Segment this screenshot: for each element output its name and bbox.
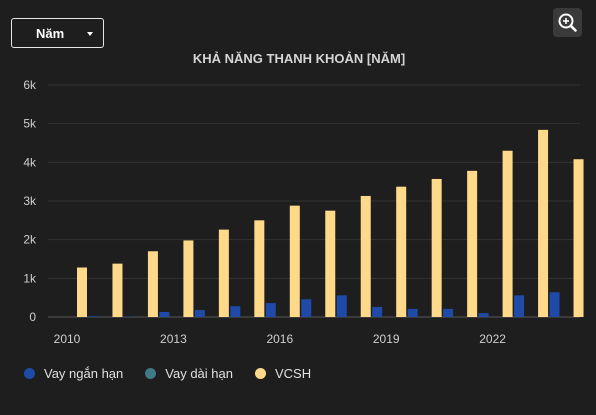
bar-vay-ngắn-hạn-2014[interactable] xyxy=(194,310,205,317)
bar-vay-ngắn-hạn-2018[interactable] xyxy=(336,295,347,317)
bar-vay-ngắn-hạn-2016[interactable] xyxy=(265,303,276,317)
bar-vcsh-2016[interactable] xyxy=(289,205,300,317)
y-tick-label: 1k xyxy=(23,271,37,285)
legend-item-vcsh[interactable]: VCSH xyxy=(254,366,312,381)
legend-label: VCSH xyxy=(274,366,312,381)
bar-vcsh-2017[interactable] xyxy=(325,210,336,317)
period-select-label: Năm xyxy=(36,25,65,41)
bar-vcsh-2012[interactable] xyxy=(147,251,158,317)
bar-vcsh-2015[interactable] xyxy=(254,220,265,317)
chart-title: KHẢ NĂNG THANH KHOẢN [NĂM] xyxy=(193,51,405,66)
y-tick-label: 5k xyxy=(23,117,37,131)
bar-vay-ngắn-hạn-2011[interactable] xyxy=(88,316,99,317)
bar-vay-ngắn-hạn-2020[interactable] xyxy=(407,308,418,317)
bar-vay-ngắn-hạn-2021[interactable] xyxy=(443,308,454,317)
y-tick-label: 4k xyxy=(23,155,37,169)
legend-label: Vay dài hạn xyxy=(165,366,233,381)
bar-vcsh-2024[interactable] xyxy=(573,159,584,317)
x-tick-label: 2022 xyxy=(479,332,506,346)
bar-vay-ngắn-hạn-2022[interactable] xyxy=(478,313,489,317)
bar-vay-ngắn-hạn-2019[interactable] xyxy=(372,306,383,317)
x-tick-label: 2010 xyxy=(54,332,81,346)
x-tick-label: 2016 xyxy=(266,332,293,346)
bar-vcsh-2022[interactable] xyxy=(502,150,513,317)
bar-vcsh-2010[interactable] xyxy=(77,267,87,317)
y-tick-label: 3k xyxy=(23,194,37,208)
chart-legend: Vay ngắn hạn Vay dài hạn VCSH xyxy=(24,366,333,381)
y-tick-label: 6k xyxy=(23,78,37,92)
bar-vcsh-2011[interactable] xyxy=(112,263,123,317)
bar-vay-ngắn-hạn-2013[interactable] xyxy=(159,311,170,317)
zoom-in-icon xyxy=(558,13,577,32)
bar-vcsh-2018[interactable] xyxy=(360,195,371,317)
bar-vcsh-2023[interactable] xyxy=(538,129,549,317)
legend-dot-icon xyxy=(24,368,35,379)
legend-item-vay-dài-hạn[interactable]: Vay dài hạn xyxy=(145,366,233,381)
bar-vay-ngắn-hạn-2024[interactable] xyxy=(549,292,560,317)
bar-vcsh-2019[interactable] xyxy=(396,186,407,317)
y-tick-label: 2k xyxy=(23,233,37,247)
x-tick-label: 2013 xyxy=(160,332,187,346)
chevron-down-icon xyxy=(87,32,93,36)
x-tick-label: 2019 xyxy=(373,332,400,346)
bar-vay-ngắn-hạn-2023[interactable] xyxy=(514,295,525,317)
legend-dot-icon xyxy=(145,368,157,379)
period-select[interactable]: Năm xyxy=(11,18,104,48)
legend-dot-icon xyxy=(254,368,266,379)
zoom-in-button[interactable] xyxy=(553,8,582,37)
legend-label: Vay ngắn hạn xyxy=(44,366,124,381)
bar-vcsh-2021[interactable] xyxy=(467,170,478,317)
y-tick-label: 0 xyxy=(29,310,36,324)
bar-vay-ngắn-hạn-2015[interactable] xyxy=(230,306,241,317)
bar-vcsh-2014[interactable] xyxy=(218,229,229,317)
bar-vcsh-2020[interactable] xyxy=(431,178,442,317)
bar-vay-ngắn-hạn-2017[interactable] xyxy=(301,299,312,317)
legend-item-vay-ngắn-hạn[interactable]: Vay ngắn hạn xyxy=(24,366,123,381)
bar-vcsh-2013[interactable] xyxy=(183,240,194,317)
